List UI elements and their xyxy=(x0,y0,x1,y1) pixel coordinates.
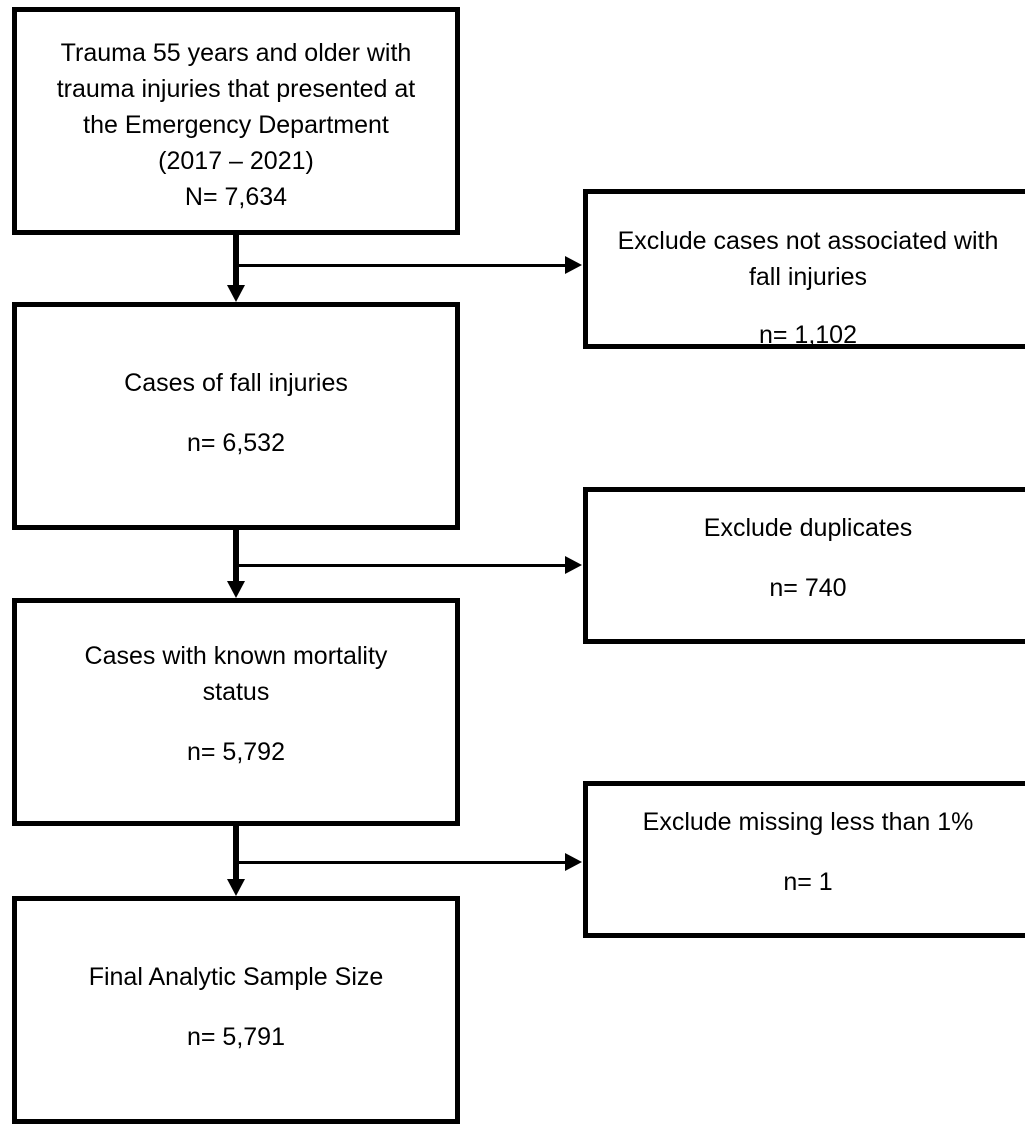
box-count: n= 6,532 xyxy=(186,429,285,457)
arrow-down-icon xyxy=(227,285,245,302)
box-count: n= 5,792 xyxy=(186,738,285,766)
arrow-down-icon xyxy=(227,879,245,896)
box-line: Final Analytic Sample Size xyxy=(88,963,384,991)
box-final-sample: Final Analytic Sample Size n= 5,791 xyxy=(12,896,460,1124)
box-line: the Emergency Department xyxy=(83,111,389,139)
arrow-right-icon xyxy=(565,256,582,274)
box-line: (2017 – 2021) xyxy=(158,147,314,175)
arrow-down-icon xyxy=(227,581,245,598)
box-line: Exclude duplicates xyxy=(703,514,913,542)
box-fall-injuries: Cases of fall injuries n= 6,532 xyxy=(12,302,460,530)
box-count: n= 1 xyxy=(783,868,833,896)
box-line: Trauma 55 years and older with xyxy=(60,39,412,67)
connector-horizontal xyxy=(236,564,566,567)
box-line: trauma injuries that presented at xyxy=(56,75,416,103)
arrow-right-icon xyxy=(565,853,582,871)
connector-horizontal xyxy=(236,861,566,864)
box-line: status xyxy=(202,678,270,706)
box-count: N= 7,634 xyxy=(184,183,288,211)
box-exclude-non-fall: Exclude cases not associated with fall i… xyxy=(583,189,1025,349)
arrow-right-icon xyxy=(565,556,582,574)
connector-horizontal xyxy=(236,264,566,267)
box-count: n= 5,791 xyxy=(186,1023,285,1051)
box-exclude-duplicates: Exclude duplicates n= 740 xyxy=(583,487,1025,644)
connector-vertical xyxy=(233,530,239,582)
box-known-mortality: Cases with known mortality status n= 5,7… xyxy=(12,598,460,826)
box-count: n= 740 xyxy=(769,574,847,602)
connector-vertical xyxy=(233,235,239,286)
box-line: Exclude missing less than 1% xyxy=(642,808,974,836)
connector-vertical xyxy=(233,826,239,880)
box-line: Exclude cases not associated with xyxy=(617,227,999,255)
box-line: Cases with known mortality xyxy=(84,642,388,670)
box-exclude-missing: Exclude missing less than 1% n= 1 xyxy=(583,781,1025,938)
box-count: n= 1,102 xyxy=(758,321,857,349)
box-trauma-population: Trauma 55 years and older with trauma in… xyxy=(12,7,460,235)
box-line: Cases of fall injuries xyxy=(124,369,348,397)
box-line: fall injuries xyxy=(748,263,868,291)
